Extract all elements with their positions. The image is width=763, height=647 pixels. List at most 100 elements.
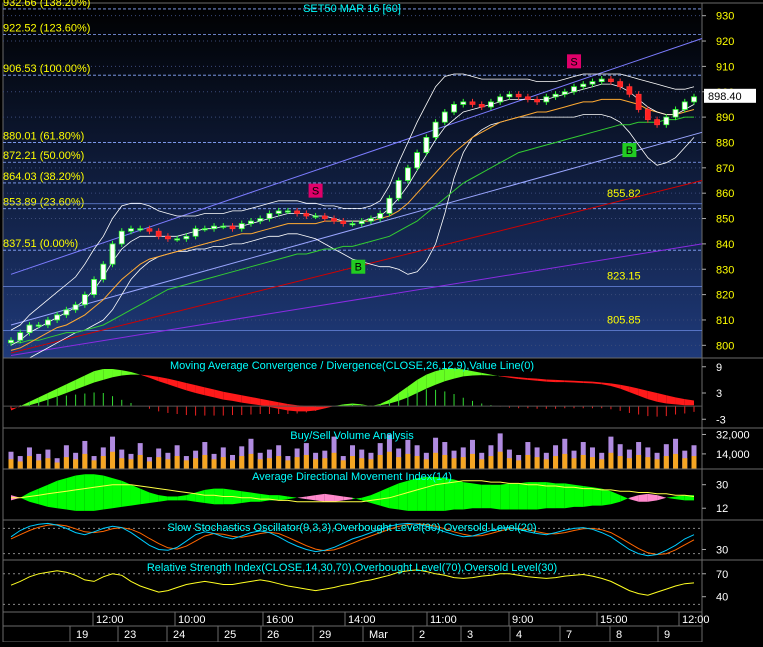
macd-area — [407, 379, 418, 398]
fib-level-label: 922.52 (123.60%) — [3, 23, 90, 35]
macd-area — [417, 374, 427, 393]
date-tick-label: 3 — [467, 629, 473, 641]
macd-area — [675, 397, 685, 406]
macd-title: Moving Average Convergence / Divergence(… — [170, 360, 534, 372]
date-tick-label: 26 — [267, 629, 279, 641]
stochastic-title: Slow Stochastics Oscillator(9,3,3),Overb… — [167, 522, 536, 534]
volume-bar-sell — [497, 433, 503, 469]
adx-di-area — [592, 487, 602, 506]
adx-di-area — [444, 478, 455, 511]
fib-level-label: 853.89 (23.60%) — [3, 197, 84, 209]
candle-body — [506, 93, 513, 98]
volume-bar-buy — [294, 457, 300, 469]
adx-di-area — [527, 482, 538, 510]
adx-di-area — [66, 475, 76, 511]
level-label: 855.82 — [607, 188, 641, 200]
price-ytick-label: 800 — [716, 340, 734, 352]
adx-di-area — [472, 483, 482, 509]
candle-body — [183, 235, 190, 240]
time-tick-label: 10:00 — [178, 614, 206, 626]
macd-area — [629, 386, 639, 396]
volume-bar-buy — [405, 453, 411, 469]
candle-body — [54, 314, 61, 321]
candle-body — [534, 98, 540, 103]
volume-bar-buy — [423, 459, 429, 469]
adx-di-area — [306, 495, 316, 501]
candle-body — [35, 324, 42, 327]
price-chart-title: SET50 MAR 16 [60] — [303, 3, 401, 15]
volume-bar-buy — [497, 451, 503, 469]
macd-area — [66, 379, 76, 393]
volume-bar-buy — [285, 460, 291, 469]
stochastic-panel: 30 Slow Stochastics Oscillator(9,3,3),Ove… — [2, 519, 763, 561]
adx-di-area — [380, 487, 390, 509]
moving-average-slow — [11, 116, 694, 344]
candle-body — [524, 96, 531, 100]
candle-body — [543, 96, 550, 103]
macd-panel: 9 3 -3 Moving Average Convergence / Diverge… — [2, 357, 763, 429]
volume-bar-buy — [146, 461, 152, 469]
volume-bar-buy — [525, 454, 531, 469]
signal-box — [351, 259, 366, 274]
volume-bar-buy — [488, 456, 494, 469]
volume-bar-buy — [534, 457, 540, 469]
volume-bar-buy — [451, 458, 457, 469]
macd-ytick-label: 3 — [716, 388, 722, 400]
candle-body — [488, 101, 494, 108]
date-tick-label: 23 — [124, 629, 136, 641]
candle-body — [608, 78, 614, 83]
macd-area — [158, 376, 168, 385]
signal-label: B — [355, 262, 362, 274]
adx-di-area — [241, 491, 251, 503]
adx-di-area — [250, 492, 261, 502]
candle-body — [146, 228, 153, 232]
macd-area — [167, 378, 178, 388]
volume-bar-buy — [469, 453, 475, 469]
signal-box — [567, 54, 582, 69]
rsi-frame — [2, 559, 703, 613]
volume-bar-buy — [636, 454, 642, 469]
volume-bar-buy — [553, 456, 559, 469]
time-tick-label: 14:00 — [348, 614, 376, 626]
adx-di-area — [121, 480, 131, 507]
candle-body — [321, 215, 328, 219]
adx-di-area — [324, 493, 335, 502]
adx-di-area — [398, 480, 408, 511]
candle-body — [552, 93, 559, 98]
candle-body — [561, 91, 568, 95]
date-tick-label: 24 — [173, 629, 185, 641]
adx-di-area — [601, 488, 611, 506]
signal-label: S — [570, 56, 577, 68]
volume-bar-buy — [589, 457, 595, 469]
candle-body — [137, 228, 144, 231]
volume-bar-buy — [396, 457, 402, 469]
adx-di-area — [352, 497, 362, 501]
volume-bar-buy — [663, 456, 669, 469]
volume-title: Buy/Sell Volume Analysis — [290, 430, 414, 442]
adx-di-area — [287, 496, 298, 500]
adx-di-area — [370, 491, 381, 506]
candle-body — [395, 180, 402, 199]
adx-di-area — [260, 493, 270, 502]
adx-di-area — [130, 484, 141, 506]
volume-bar-buy — [156, 457, 162, 469]
macd-area — [57, 384, 67, 397]
candle-body — [201, 228, 208, 231]
long-trend-purple — [10, 243, 703, 356]
volume-bar-buy — [322, 458, 328, 469]
volume-bar-buy — [562, 453, 568, 469]
volume-bar-buy — [239, 456, 245, 469]
candle-body — [266, 213, 273, 219]
adx-di-area — [407, 478, 418, 511]
signal-marker-s: S — [308, 183, 323, 198]
adx-di-area — [75, 474, 85, 511]
adx-di-area — [657, 495, 667, 501]
adx-di-area — [315, 493, 325, 502]
price-ytick-label: 920 — [716, 36, 734, 48]
volume-bar-buy — [673, 453, 679, 469]
macd-area — [684, 399, 694, 406]
last-price-tag — [704, 88, 756, 103]
macd-area — [592, 381, 602, 385]
time-tick-label: 12:00 — [96, 614, 124, 626]
